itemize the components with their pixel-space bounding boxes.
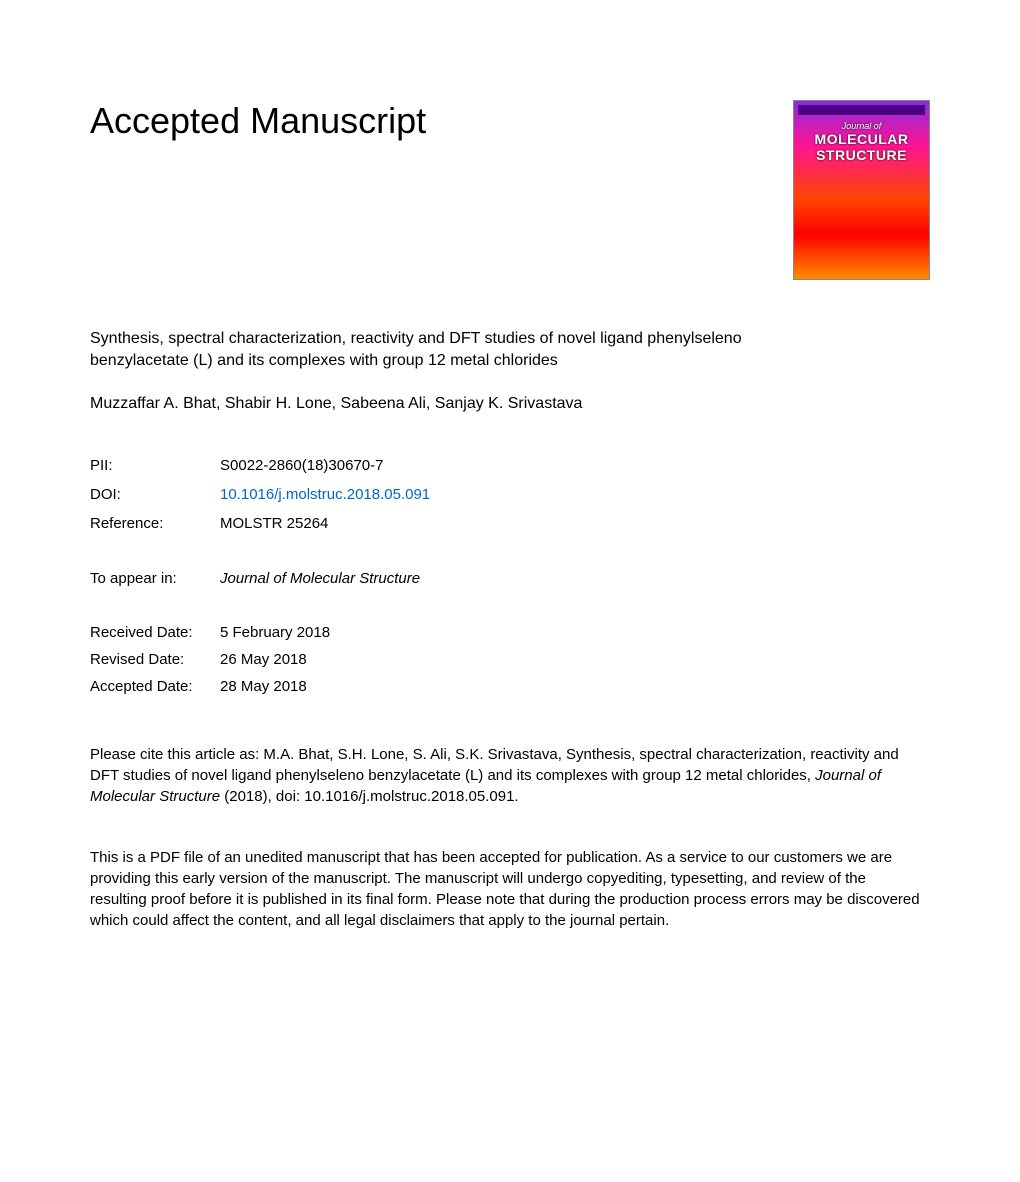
appear-label: To appear in: [90,564,220,593]
reference-label: Reference: [90,509,220,538]
pii-label: PII: [90,451,220,480]
accepted-label: Accepted Date: [90,673,220,700]
disclaimer-text: This is a PDF file of an unedited manusc… [90,847,920,931]
meta-row-doi: DOI: 10.1016/j.molstruc.2018.05.091 [90,480,430,509]
citation-suffix: (2018), doi: 10.1016/j.molstruc.2018.05.… [220,788,519,805]
revised-label: Revised Date: [90,646,220,673]
article-authors: Muzzaffar A. Bhat, Shabir H. Lone, Sabee… [90,395,930,413]
pii-value: S0022-2860(18)30670-7 [220,451,430,480]
citation-prefix: Please cite this article as: M.A. Bhat, … [90,746,899,784]
article-title: Synthesis, spectral characterization, re… [90,328,750,373]
page-title: Accepted Manuscript [90,100,426,142]
meta-row-reference: Reference: MOLSTR 25264 [90,509,430,538]
header-row: Accepted Manuscript Journal of MOLECULAR… [90,100,930,280]
date-row-received: Received Date: 5 February 2018 [90,619,330,646]
date-row-revised: Revised Date: 26 May 2018 [90,646,330,673]
received-value: 5 February 2018 [220,619,330,646]
date-row-accepted: Accepted Date: 28 May 2018 [90,673,330,700]
doi-link[interactable]: 10.1016/j.molstruc.2018.05.091 [220,486,430,503]
reference-value: MOLSTR 25264 [220,509,430,538]
doi-label: DOI: [90,480,220,509]
dates-table: Received Date: 5 February 2018 Revised D… [90,619,330,700]
revised-value: 26 May 2018 [220,646,330,673]
accepted-value: 28 May 2018 [220,673,330,700]
cover-main-title-line1: MOLECULAR [798,131,925,147]
received-label: Received Date: [90,619,220,646]
cover-small-title: Journal of [798,121,925,131]
cover-top-bar [798,105,925,115]
cover-main-title-line2: STRUCTURE [798,147,925,163]
meta-row-pii: PII: S0022-2860(18)30670-7 [90,451,430,480]
citation-text: Please cite this article as: M.A. Bhat, … [90,744,920,807]
journal-cover-thumbnail: Journal of MOLECULAR STRUCTURE [793,100,930,280]
appear-journal-name: Journal of Molecular Structure [220,570,420,587]
metadata-table: PII: S0022-2860(18)30670-7 DOI: 10.1016/… [90,451,430,538]
meta-row-appear: To appear in: Journal of Molecular Struc… [90,564,420,593]
appear-table: To appear in: Journal of Molecular Struc… [90,564,420,593]
